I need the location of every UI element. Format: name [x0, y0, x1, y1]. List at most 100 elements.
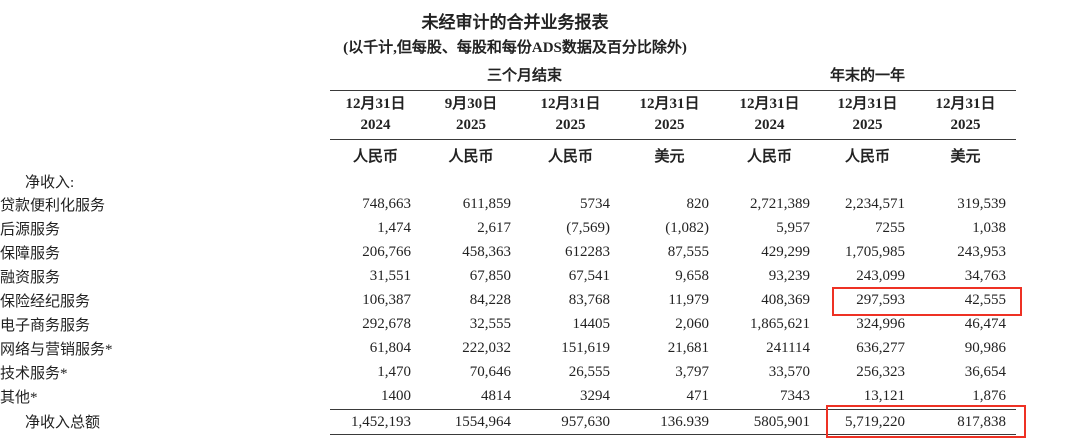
cell-value: 612283 — [565, 243, 610, 260]
cell-value: 324,996 — [856, 315, 906, 332]
cell-value: 2,617 — [477, 219, 511, 236]
table-row-others: 其他* 1400 4814 3294 471 7343 13,121 1,876 — [0, 384, 1016, 408]
row-label: 技术服务* — [0, 365, 68, 382]
cell-value: 26,555 — [568, 363, 610, 380]
cell-value: 5,957 — [776, 219, 811, 236]
cell-value: 5734 — [580, 195, 610, 212]
financial-table: 三个月结束 年末的一年 12月31日 2024 9月30日 2025 12月31日 2… — [0, 66, 1017, 435]
highlight-box-total-net-revenue — [826, 405, 1026, 438]
cell-value: 87,555 — [667, 243, 710, 260]
cell-value: 67,850 — [469, 267, 511, 284]
table-row-loan-facilitation: 贷款便利化服务 748,663 611,859 5734 820 2,721,3… — [0, 192, 1016, 216]
cell-value: 46,474 — [964, 315, 1007, 332]
currency-label: 美元 — [950, 148, 981, 165]
column-group-row: 三个月结束 年末的一年 — [0, 66, 1017, 92]
table-row-post-origination: 后源服务 1,474 2,617 (7,569) (1,082) 5,957 7… — [0, 216, 1016, 240]
cell-value: 11,979 — [668, 291, 710, 308]
currency-label: 人民币 — [448, 148, 494, 165]
cell-value: 61,804 — [369, 339, 411, 356]
table-row-technology: 技术服务* 1,470 70,646 26,555 3,797 33,570 2… — [0, 360, 1016, 384]
column-header: 12月31日 2025 — [620, 93, 720, 140]
currency-label: 人民币 — [547, 148, 593, 165]
cell-value: 748,663 — [362, 195, 411, 212]
cell-value: 13,121 — [863, 387, 906, 404]
cell-value: 36,654 — [964, 363, 1007, 380]
currency-label: 人民币 — [747, 148, 793, 165]
cell-value: 7343 — [780, 387, 811, 404]
row-label: 其他* — [0, 389, 38, 406]
table-row-ecommerce: 电子商务服务 292,678 32,555 14405 2,060 1,865,… — [0, 312, 1016, 336]
cell-value: 3,797 — [675, 363, 710, 380]
report-subtitle: (以千计,但每股、每股和每份ADS数据及百分比除外) — [343, 40, 687, 56]
cell-value: 84,228 — [469, 291, 511, 308]
column-header: 12月31日 2024 — [330, 93, 421, 140]
cell-value: 243,099 — [856, 267, 906, 284]
table-row-network-marketing: 网络与营销服务* 61,804 222,032 151,619 21,681 2… — [0, 336, 1016, 360]
cell-value: (7,569) — [566, 219, 610, 236]
column-group-three-months: 三个月结束 — [330, 67, 720, 91]
cell-value: 33,570 — [768, 363, 811, 380]
column-header: 12月31日 2025 — [820, 93, 916, 140]
cell-value: 256,323 — [856, 363, 906, 380]
cell-value: 1,865,621 — [750, 315, 811, 332]
report-title: 未经审计的合并业务报表 — [421, 13, 609, 32]
cell-value: 14405 — [572, 315, 611, 332]
cell-value: 67,541 — [568, 267, 610, 284]
total-cell-value: 136.939 — [620, 408, 720, 435]
column-header: 12月31日 2024 — [719, 93, 821, 140]
section-row-net-revenue: 净收入: — [0, 170, 1016, 192]
row-label: 保险经纪服务 — [0, 293, 91, 310]
currency-label: 美元 — [654, 148, 685, 165]
row-label: 后源服务 — [0, 221, 61, 238]
cell-value: 7255 — [875, 219, 906, 236]
cell-value: 319,539 — [957, 195, 1007, 212]
cell-value: 1,705,985 — [845, 243, 906, 260]
cell-value: 1,876 — [972, 387, 1007, 404]
cell-value: 21,681 — [667, 339, 710, 356]
cell-value: 292,678 — [362, 315, 411, 332]
row-label: 保障服务 — [0, 245, 61, 262]
cell-value: 2,234,571 — [845, 195, 906, 212]
currency-row: 人民币 人民币 人民币 美元 人民币 人民币 美元 — [0, 140, 1016, 170]
column-header: 12月31日 2025 — [915, 93, 1017, 140]
cell-value: 2,060 — [675, 315, 710, 332]
section-label: 净收入: — [25, 174, 75, 191]
total-cell-value: 1,452,193 — [330, 408, 421, 435]
total-cell-value: 5805,901 — [719, 408, 821, 435]
cell-value: (1,082) — [665, 219, 710, 236]
cell-value: 297,593 — [856, 291, 906, 308]
total-row-label: 净收入总额 — [25, 415, 101, 431]
highlight-box-insurance-brokerage — [832, 287, 1022, 316]
cell-value: 4814 — [481, 387, 511, 404]
currency-label: 人民币 — [352, 148, 398, 165]
cell-value: 458,363 — [462, 243, 511, 260]
table-row-total-net-revenue: 净收入总额 1,452,193 1554,964 957,630 136.939… — [0, 408, 1017, 435]
cell-value: 9,658 — [675, 267, 710, 284]
cell-value: 34,763 — [964, 267, 1007, 284]
total-cell-value: 5,719,220 — [820, 408, 916, 435]
cell-value: 106,387 — [362, 291, 411, 308]
cell-value: 1,474 — [377, 219, 411, 236]
cell-value: 70,646 — [469, 363, 511, 380]
cell-value: 1400 — [381, 387, 411, 404]
cell-value: 93,239 — [768, 267, 811, 284]
cell-value: 42,555 — [964, 291, 1007, 308]
row-label: 融资服务 — [0, 269, 61, 286]
cell-value: 820 — [686, 195, 710, 212]
cell-value: 206,766 — [362, 243, 411, 260]
cell-value: 241114 — [766, 339, 811, 356]
total-cell-value: 817,838 — [915, 408, 1017, 435]
cell-value: 1,470 — [377, 363, 411, 380]
report-header: 未经审计的合并业务报表 (以千计,但每股、每股和每份ADS数据及百分比除外) — [320, 10, 710, 61]
column-header-row: 12月31日 2024 9月30日 2025 12月31日 2025 12月31日 20… — [0, 92, 1017, 140]
cell-value: 429,299 — [761, 243, 811, 260]
total-cell-value: 957,630 — [521, 408, 620, 435]
column-header: 9月30日 2025 — [421, 93, 521, 140]
cell-value: 243,953 — [957, 243, 1007, 260]
cell-value: 2,721,389 — [750, 195, 811, 212]
row-label: 贷款便利化服务 — [0, 197, 106, 214]
cell-value: 1,038 — [972, 219, 1007, 236]
cell-value: 151,619 — [561, 339, 610, 356]
cell-value: 83,768 — [568, 291, 610, 308]
